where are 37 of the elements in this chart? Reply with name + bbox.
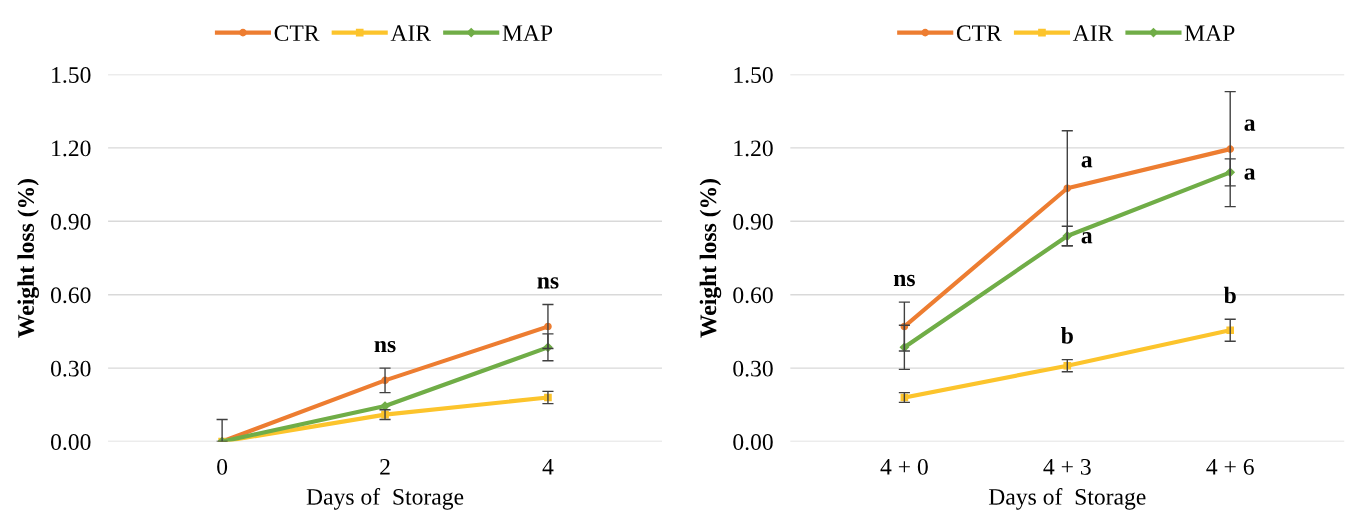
legend-label: AIR xyxy=(1072,25,1114,41)
y-axis-title: Weight loss (%) xyxy=(699,179,722,338)
x-axis-title: Days of Storage xyxy=(988,487,1146,510)
y-tick-label: 0.00 xyxy=(50,434,91,451)
x-tick-label: 2 xyxy=(380,458,390,475)
annotation: ns xyxy=(537,277,559,289)
legend-label: CTR xyxy=(956,25,1002,42)
annotation: a xyxy=(1081,232,1093,244)
legend-label: MAP xyxy=(1184,25,1235,41)
legend-label: CTR xyxy=(274,25,320,42)
x-tick-label: 4 + 3 xyxy=(1043,458,1091,475)
x-tick-label: 4 + 6 xyxy=(1206,458,1254,475)
y-axis-title: Weight loss (%) xyxy=(17,179,39,338)
annotation: a xyxy=(1244,168,1256,180)
y-tick-label: 0.30 xyxy=(50,360,91,377)
y-tick-label: 0.30 xyxy=(733,360,773,377)
y-tick-label: 1.20 xyxy=(52,140,91,157)
y-tick-label: 0.00 xyxy=(733,434,773,451)
annotation: b xyxy=(1061,327,1073,344)
y-tick-label: 0.90 xyxy=(50,213,91,230)
x-tick-label: 0 xyxy=(217,458,228,475)
annotation: ns xyxy=(893,274,915,287)
x-axis-title: Days of Storage xyxy=(306,487,464,510)
annotation: a xyxy=(1081,156,1093,168)
legend-label: AIR xyxy=(390,25,432,41)
y-tick-label: 0.90 xyxy=(733,213,773,230)
legend-label: MAP xyxy=(502,25,553,41)
y-tick-label: 1.50 xyxy=(734,66,773,84)
x-tick-label: 4 xyxy=(542,459,554,475)
annotation: b xyxy=(1223,286,1236,304)
y-tick-label: 1.20 xyxy=(734,140,773,157)
x-tick-label: 4 + 0 xyxy=(880,458,928,475)
annotation: ns xyxy=(374,340,396,353)
y-tick-label: 1.50 xyxy=(52,66,91,84)
y-tick-label: 0.60 xyxy=(733,287,773,304)
y-tick-label: 0.60 xyxy=(50,287,91,304)
annotation: a xyxy=(1244,119,1256,131)
